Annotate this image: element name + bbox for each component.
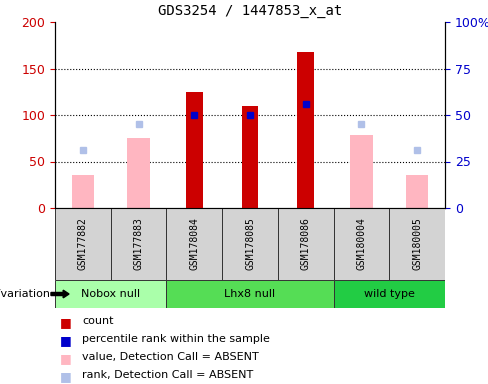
Bar xyxy=(166,208,222,280)
Text: ■: ■ xyxy=(60,370,72,383)
Bar xyxy=(186,92,203,208)
Bar xyxy=(55,208,111,280)
Bar xyxy=(297,52,314,208)
Bar xyxy=(242,106,258,208)
Bar xyxy=(72,175,94,208)
Text: GSM180005: GSM180005 xyxy=(412,218,422,270)
Text: rank, Detection Call = ABSENT: rank, Detection Call = ABSENT xyxy=(82,370,253,380)
Text: GSM178084: GSM178084 xyxy=(189,218,199,270)
Text: Lhx8 null: Lhx8 null xyxy=(224,289,276,299)
Bar xyxy=(350,136,372,208)
Text: ■: ■ xyxy=(60,316,72,329)
Text: value, Detection Call = ABSENT: value, Detection Call = ABSENT xyxy=(82,352,259,362)
Text: wild type: wild type xyxy=(364,289,415,299)
Text: ■: ■ xyxy=(60,352,72,365)
Bar xyxy=(334,280,445,308)
Bar xyxy=(389,208,445,280)
Text: GSM177882: GSM177882 xyxy=(78,218,88,270)
Bar xyxy=(406,175,428,208)
Text: Nobox null: Nobox null xyxy=(81,289,140,299)
Bar xyxy=(166,280,334,308)
Bar xyxy=(334,208,389,280)
Bar xyxy=(278,208,334,280)
Text: percentile rank within the sample: percentile rank within the sample xyxy=(82,334,270,344)
Text: ■: ■ xyxy=(60,334,72,347)
Bar xyxy=(55,280,166,308)
Text: GSM177883: GSM177883 xyxy=(134,218,143,270)
Text: count: count xyxy=(82,316,114,326)
Text: genotype/variation: genotype/variation xyxy=(0,289,50,299)
Bar xyxy=(222,208,278,280)
Bar xyxy=(127,138,150,208)
Text: GSM178085: GSM178085 xyxy=(245,218,255,270)
Bar xyxy=(111,208,166,280)
Text: GSM178086: GSM178086 xyxy=(301,218,311,270)
Title: GDS3254 / 1447853_x_at: GDS3254 / 1447853_x_at xyxy=(158,4,342,18)
Text: GSM180004: GSM180004 xyxy=(356,218,366,270)
